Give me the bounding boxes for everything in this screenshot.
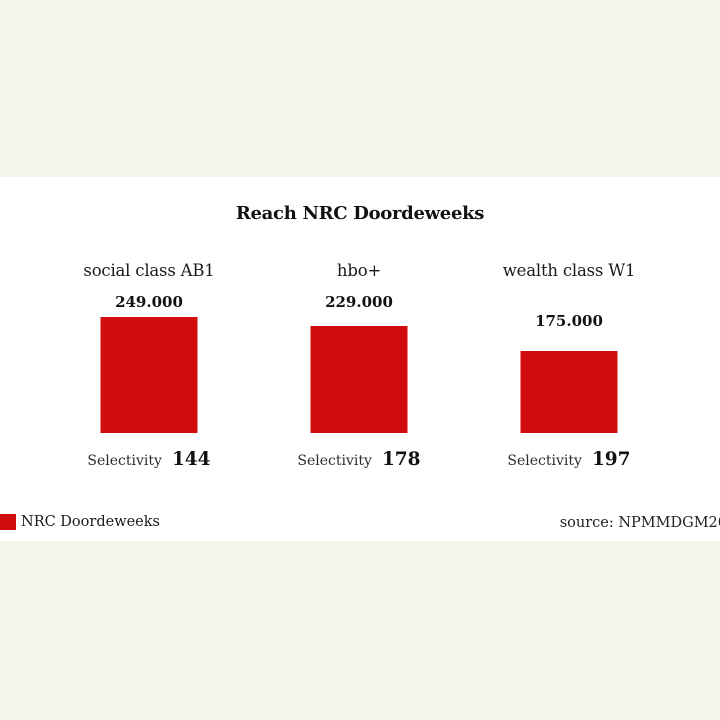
chart-panel: Reach NRC Doordeweeks social class AB1 2… <box>0 177 720 541</box>
selectivity-label: Selectivity <box>507 453 582 469</box>
selectivity-row: Selectivity 197 <box>507 449 630 470</box>
top-margin-band <box>0 0 720 177</box>
bar-group-social-class-ab1: social class AB1 249.000 Selectivity 144 <box>44 260 254 470</box>
selectivity-row: Selectivity 144 <box>87 449 210 470</box>
legend-color-swatch <box>0 514 16 530</box>
bar-value-label: 249.000 <box>115 293 183 311</box>
source-text: source: NPMMDGM20 <box>559 515 720 531</box>
selectivity-label: Selectivity <box>87 453 162 469</box>
bar-plot: 175.000 <box>464 282 674 433</box>
bar <box>100 317 198 433</box>
bar-group-wealth-class-w1: wealth class W1 175.000 Selectivity 197 <box>464 260 674 470</box>
legend-series-label: NRC Doordeweeks <box>21 514 160 530</box>
bar-plot: 249.000 <box>44 282 254 433</box>
selectivity-row: Selectivity 178 <box>297 449 420 470</box>
bottom-margin-band <box>0 541 720 720</box>
bar-value-label: 229.000 <box>325 293 393 311</box>
category-label: wealth class W1 <box>502 261 636 280</box>
selectivity-value: 178 <box>381 449 421 470</box>
bar-value-label: 175.000 <box>535 312 603 330</box>
bar-group-hbo-plus: hbo+ 229.000 Selectivity 178 <box>254 260 464 470</box>
chart-title: Reach NRC Doordeweeks <box>235 203 485 224</box>
chart-area: social class AB1 249.000 Selectivity 144… <box>44 260 676 470</box>
bar <box>520 351 618 433</box>
selectivity-label: Selectivity <box>297 453 372 469</box>
selectivity-value: 197 <box>591 449 631 470</box>
legend: NRC Doordeweeks <box>0 514 160 530</box>
selectivity-value: 144 <box>171 449 211 470</box>
bar-plot: 229.000 <box>254 282 464 433</box>
category-label: hbo+ <box>336 261 382 280</box>
bar <box>310 326 408 433</box>
category-label: social class AB1 <box>83 261 215 280</box>
